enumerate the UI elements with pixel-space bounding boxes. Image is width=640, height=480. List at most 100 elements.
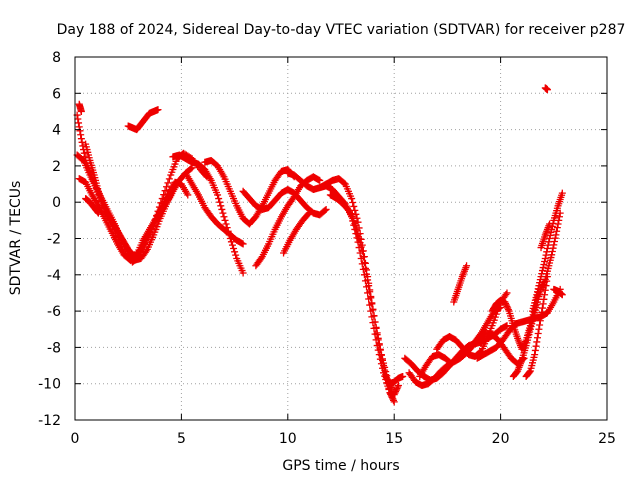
data-point [75, 119, 83, 127]
series-arc-07 [124, 106, 162, 134]
series-arc-06 [75, 100, 85, 115]
data-point [539, 300, 547, 308]
series-arc-12 [252, 173, 324, 270]
data-point [360, 259, 368, 267]
data-point [533, 288, 541, 296]
data-point [447, 359, 455, 367]
data-point [221, 216, 229, 224]
data-point [551, 238, 559, 246]
data-point [378, 355, 386, 363]
data-point [145, 229, 153, 237]
data-point [355, 235, 363, 242]
data-point [77, 135, 85, 143]
series-arc-05 [82, 195, 102, 217]
data-point [101, 205, 109, 213]
data-point [363, 270, 371, 278]
data-point [531, 351, 539, 359]
data-point [532, 342, 540, 350]
data-point [352, 222, 360, 230]
x-tick-label: 0 [71, 431, 80, 447]
data-point [543, 86, 551, 94]
data-point [538, 308, 546, 316]
series-arc-04 [82, 140, 177, 259]
data-point [365, 282, 373, 290]
data-point [353, 226, 361, 234]
y-tick-label: 8 [52, 50, 61, 66]
data-point [220, 213, 228, 221]
data-point [502, 300, 510, 308]
data-point [541, 291, 549, 299]
data-point [556, 209, 564, 217]
data-point [533, 334, 541, 342]
data-point [78, 138, 86, 146]
data-point [548, 248, 556, 256]
data-point [322, 205, 330, 213]
data-point [534, 329, 542, 337]
data-point [535, 325, 543, 333]
data-point [392, 388, 400, 396]
data-point [239, 240, 247, 248]
data-point [184, 191, 192, 199]
data-point [370, 312, 378, 320]
x-tick-label: 5 [177, 431, 186, 447]
series-arc-24 [450, 262, 471, 306]
data-point [222, 220, 230, 228]
data-point [533, 291, 541, 299]
y-tick-label: -2 [47, 232, 61, 248]
data-point [503, 322, 511, 330]
data-point [448, 360, 456, 368]
data-point [77, 131, 85, 139]
series-arc-27 [522, 273, 551, 380]
data-point [374, 334, 382, 342]
data-point [558, 189, 566, 197]
data-point [154, 106, 162, 114]
y-tick-label: 4 [52, 123, 61, 139]
data-point [394, 382, 402, 390]
y-tick-label: -8 [47, 340, 61, 356]
data-point [535, 282, 543, 290]
data-point [391, 389, 399, 397]
data-point [358, 247, 366, 255]
data-point [372, 323, 380, 331]
data-point [257, 254, 265, 262]
x-tick-label: 10 [279, 431, 297, 447]
data-point [501, 298, 509, 306]
data-point [389, 396, 397, 404]
data-point [74, 115, 82, 123]
data-point [349, 199, 357, 207]
data-point [163, 183, 171, 191]
data-point [351, 206, 359, 214]
data-point [216, 198, 224, 206]
data-point [534, 285, 542, 293]
data-point [526, 368, 534, 376]
data-point [304, 210, 312, 218]
data-point [380, 359, 388, 367]
data-point [354, 218, 362, 226]
data-point [554, 220, 562, 228]
x-tick-label: 25 [598, 431, 616, 447]
data-point [531, 346, 539, 354]
data-point [367, 294, 375, 302]
data-point [169, 187, 177, 195]
x-tick-label: 20 [492, 431, 510, 447]
data-point [533, 338, 541, 346]
data-point [142, 247, 150, 255]
series-arc-09 [182, 169, 247, 248]
data-point [369, 306, 377, 314]
data-point [377, 351, 385, 359]
data-point [390, 391, 398, 399]
data-point [540, 295, 548, 303]
data-point [350, 202, 358, 210]
x-tick-label: 15 [385, 431, 403, 447]
data-point [392, 386, 400, 394]
data-point [228, 241, 236, 249]
data-point [366, 288, 374, 296]
data-points [73, 84, 566, 406]
series-arc-17 [382, 372, 407, 388]
data-point [141, 238, 149, 246]
data-point [354, 230, 362, 238]
data-point [219, 209, 227, 217]
data-point [148, 223, 156, 231]
data-point [558, 291, 566, 299]
data-point [388, 385, 396, 393]
